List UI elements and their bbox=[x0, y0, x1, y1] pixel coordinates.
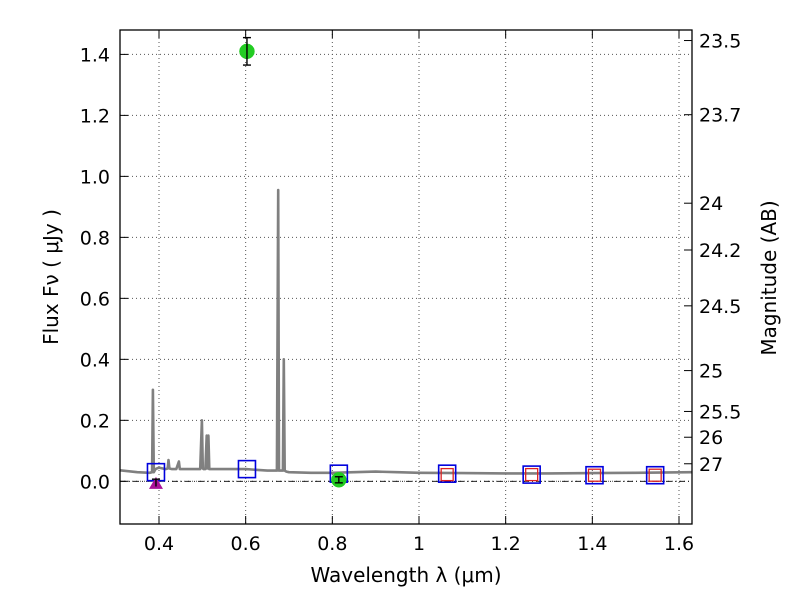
right-tick-label: 24 bbox=[699, 193, 723, 215]
y-tick-label: 0.8 bbox=[80, 227, 110, 249]
y-tick-label: 0.0 bbox=[80, 471, 110, 493]
y-tick-label: 1.0 bbox=[80, 166, 110, 188]
x-tick-label: 1.2 bbox=[491, 533, 521, 555]
tick-labels: 0.4 0.6 0.8 1 1.2 1.4 1.6 0.0 0.2 0.4 0.6 0.8 1.0 1.2… bbox=[80, 31, 742, 555]
model-square bbox=[440, 467, 454, 482]
right-tick-label: 26 bbox=[699, 427, 723, 449]
y-tick-label: 1.4 bbox=[80, 44, 110, 66]
plot-area bbox=[119, 36, 693, 489]
photometry-square bbox=[522, 465, 541, 484]
model-spectrum-line bbox=[119, 188, 693, 475]
x-tick-label: 1.4 bbox=[577, 533, 607, 555]
axis-ticks bbox=[120, 30, 692, 524]
y-axis-label: Flux Fν ( μJy ) bbox=[39, 209, 63, 345]
photometry-square bbox=[585, 465, 604, 485]
right-tick-label: 23.5 bbox=[699, 31, 741, 53]
plot-frame bbox=[119, 29, 693, 525]
x-tick-label: 0.8 bbox=[317, 533, 347, 555]
right-tick-label: 27 bbox=[699, 454, 723, 476]
photometry-square bbox=[237, 459, 257, 479]
right-tick-label: 24.2 bbox=[699, 240, 741, 262]
model-square bbox=[525, 467, 539, 482]
x-tick-label: 1 bbox=[413, 533, 425, 555]
right-tick-label: 23.7 bbox=[699, 105, 741, 127]
y-tick-label: 0.4 bbox=[80, 349, 110, 371]
y-tick-label: 0.2 bbox=[80, 410, 110, 432]
right-tick-label: 25.5 bbox=[699, 401, 741, 423]
photometry-square bbox=[437, 464, 457, 483]
model-square bbox=[587, 468, 602, 482]
x-tick-label: 0.6 bbox=[231, 533, 261, 555]
y-tick-label: 1.2 bbox=[80, 105, 110, 127]
photometry-square bbox=[645, 465, 665, 485]
right-axis-label: Magnitude (AB) bbox=[757, 200, 781, 355]
model-square bbox=[648, 468, 662, 482]
x-tick-label: 1.6 bbox=[664, 533, 694, 555]
right-tick-label: 25 bbox=[699, 361, 723, 383]
y-tick-label: 0.6 bbox=[80, 288, 110, 310]
x-tick-label: 0.4 bbox=[144, 533, 174, 555]
x-axis-label: Wavelength λ (μm) bbox=[310, 563, 501, 587]
right-tick-label: 24.5 bbox=[699, 296, 741, 318]
